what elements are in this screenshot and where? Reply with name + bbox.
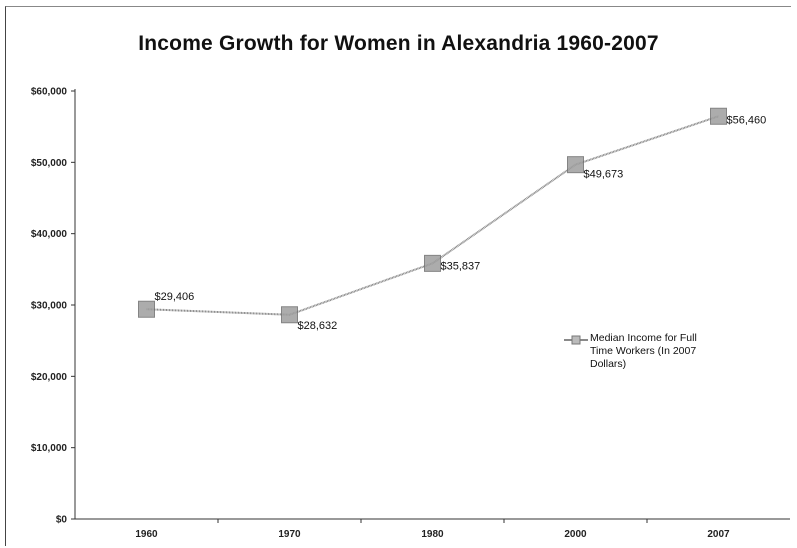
data-label: $56,460 [727, 114, 767, 126]
x-tick-label: 1980 [421, 529, 444, 540]
data-point [138, 300, 155, 318]
data-label: $49,673 [584, 169, 624, 181]
y-tick-label: $10,000 [31, 443, 68, 454]
legend-label: Median Income for Full Time Workers (In … [590, 332, 697, 370]
x-tick-label: 2000 [564, 529, 587, 540]
data-label: $29,406 [155, 291, 195, 303]
data-point [281, 306, 298, 324]
y-tick-label: $30,000 [31, 301, 68, 312]
legend-swatch [564, 335, 588, 345]
data-label: $35,837 [441, 260, 481, 272]
chart-title: Income Growth for Women in Alexandria 19… [138, 32, 659, 55]
x-tick-label: 2007 [707, 529, 730, 540]
y-tick-label: $0 [56, 515, 68, 526]
series-line [146, 115, 719, 316]
y-tick-label: $60,000 [31, 87, 68, 98]
y-tick-label: $40,000 [31, 229, 68, 240]
data-label: $28,632 [298, 320, 338, 332]
x-tick-label: 1970 [278, 529, 301, 540]
y-tick-label: $50,000 [31, 158, 68, 169]
y-tick-label: $20,000 [31, 372, 68, 383]
legend-marker [571, 335, 581, 345]
data-point [710, 107, 727, 125]
data-point [424, 254, 441, 272]
data-point [567, 156, 584, 174]
x-tick-label: 1960 [135, 529, 158, 540]
chart-frame [5, 6, 791, 546]
